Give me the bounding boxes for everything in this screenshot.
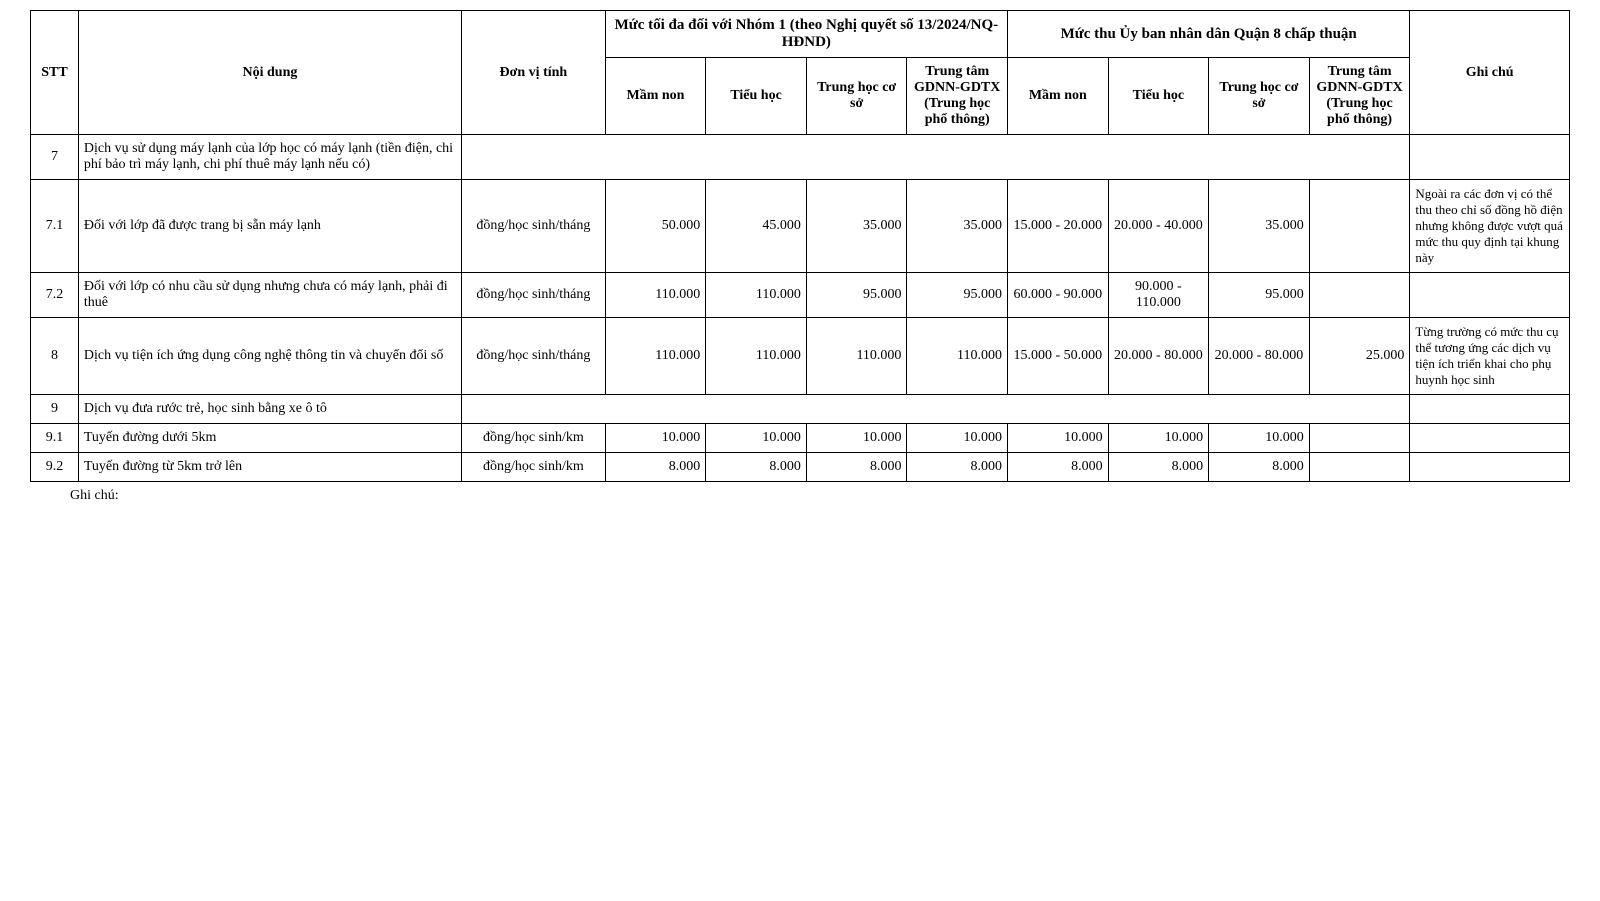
cell-g1_tieuhoc: 8.000	[706, 453, 807, 482]
cell-stt: 7	[31, 135, 79, 180]
cell-ghichu	[1410, 424, 1570, 453]
cell-donvi: đồng/học sinh/tháng	[462, 180, 606, 273]
table-row: 9.2Tuyến đường từ 5km trở lênđồng/học si…	[31, 453, 1570, 482]
table-row: 7.1Đối với lớp đã được trang bị sẵn máy …	[31, 180, 1570, 273]
cell-merged	[462, 395, 1410, 424]
cell-donvi: đồng/học sinh/km	[462, 424, 606, 453]
cell-g2_thcs: 35.000	[1209, 180, 1310, 273]
cell-g1_mamnon: 8.000	[605, 453, 706, 482]
cell-ghichu: Ngoài ra các đơn vị có thể thu theo chỉ …	[1410, 180, 1570, 273]
cell-merged	[462, 135, 1410, 180]
cell-g2_mamnon: 10.000	[1008, 424, 1109, 453]
cell-ghichu	[1410, 135, 1570, 180]
header-noidung: Nội dung	[78, 11, 461, 135]
header-g1-tieuhoc: Tiểu học	[706, 58, 807, 135]
cell-g2_mamnon: 15.000 - 20.000	[1008, 180, 1109, 273]
cell-g2_tieuhoc: 90.000 - 110.000	[1108, 273, 1209, 318]
cell-g2_gdnn	[1309, 273, 1410, 318]
table-row: 9.1Tuyến đường dưới 5kmđồng/học sinh/km1…	[31, 424, 1570, 453]
cell-stt: 9.1	[31, 424, 79, 453]
header-g2-thcs: Trung học cơ sở	[1209, 58, 1310, 135]
cell-g1_gdnn: 110.000	[907, 318, 1008, 395]
cell-g1_mamnon: 10.000	[605, 424, 706, 453]
header-g2-tieuhoc: Tiểu học	[1108, 58, 1209, 135]
cell-g2_mamnon: 60.000 - 90.000	[1008, 273, 1109, 318]
cell-donvi: đồng/học sinh/tháng	[462, 273, 606, 318]
cell-noidung: Tuyến đường dưới 5km	[78, 424, 461, 453]
cell-g1_mamnon: 110.000	[605, 273, 706, 318]
cell-g2_mamnon: 8.000	[1008, 453, 1109, 482]
cell-g1_tieuhoc: 45.000	[706, 180, 807, 273]
cell-g2_thcs: 10.000	[1209, 424, 1310, 453]
cell-g2_tieuhoc: 20.000 - 40.000	[1108, 180, 1209, 273]
cell-g1_thcs: 110.000	[806, 318, 907, 395]
table-row: 7Dịch vụ sử dụng máy lạnh của lớp học có…	[31, 135, 1570, 180]
cell-g1_thcs: 35.000	[806, 180, 907, 273]
header-g2-gdnn: Trung tâm GDNN-GDTX (Trung học phổ thông…	[1309, 58, 1410, 135]
cell-g1_tieuhoc: 110.000	[706, 273, 807, 318]
fee-table: STT Nội dung Đơn vị tính Mức tối đa đối …	[30, 10, 1570, 482]
header-group1: Mức tối đa đối với Nhóm 1 (theo Nghị quy…	[605, 11, 1007, 58]
cell-ghichu	[1410, 453, 1570, 482]
cell-donvi: đồng/học sinh/km	[462, 453, 606, 482]
cell-g2_thcs: 8.000	[1209, 453, 1310, 482]
cell-stt: 7.2	[31, 273, 79, 318]
cell-g1_gdnn: 35.000	[907, 180, 1008, 273]
table-row: 9Dịch vụ đưa rước trẻ, học sinh bằng xe …	[31, 395, 1570, 424]
footnote: Ghi chú:	[30, 488, 1570, 504]
header-ghichu: Ghi chú	[1410, 11, 1570, 135]
cell-g1_mamnon: 110.000	[605, 318, 706, 395]
cell-g1_tieuhoc: 110.000	[706, 318, 807, 395]
cell-g2_thcs: 95.000	[1209, 273, 1310, 318]
header-g1-thcs: Trung học cơ sở	[806, 58, 907, 135]
cell-g1_gdnn: 10.000	[907, 424, 1008, 453]
cell-ghichu: Từng trường có mức thu cụ thể tương ứng …	[1410, 318, 1570, 395]
cell-noidung: Tuyến đường từ 5km trở lên	[78, 453, 461, 482]
cell-noidung: Dịch vụ sử dụng máy lạnh của lớp học có …	[78, 135, 461, 180]
cell-stt: 9.2	[31, 453, 79, 482]
cell-g1_gdnn: 95.000	[907, 273, 1008, 318]
cell-stt: 7.1	[31, 180, 79, 273]
table-body: 7Dịch vụ sử dụng máy lạnh của lớp học có…	[31, 135, 1570, 482]
header-g2-mamnon: Mầm non	[1008, 58, 1109, 135]
cell-g2_gdnn: 25.000	[1309, 318, 1410, 395]
cell-stt: 8	[31, 318, 79, 395]
table-row: 7.2Đối với lớp có nhu cầu sử dụng nhưng …	[31, 273, 1570, 318]
cell-g2_gdnn	[1309, 180, 1410, 273]
cell-noidung: Đối với lớp có nhu cầu sử dụng nhưng chư…	[78, 273, 461, 318]
cell-ghichu	[1410, 273, 1570, 318]
cell-stt: 9	[31, 395, 79, 424]
cell-g1_thcs: 10.000	[806, 424, 907, 453]
header-stt: STT	[31, 11, 79, 135]
header-donvi: Đơn vị tính	[462, 11, 606, 135]
cell-g2_tieuhoc: 8.000	[1108, 453, 1209, 482]
header-g1-gdnn: Trung tâm GDNN-GDTX (Trung học phổ thông…	[907, 58, 1008, 135]
cell-noidung: Dịch vụ đưa rước trẻ, học sinh bằng xe ô…	[78, 395, 461, 424]
cell-g1_thcs: 8.000	[806, 453, 907, 482]
cell-g1_thcs: 95.000	[806, 273, 907, 318]
cell-g2_tieuhoc: 20.000 - 80.000	[1108, 318, 1209, 395]
cell-noidung: Dịch vụ tiện ích ứng dụng công nghệ thôn…	[78, 318, 461, 395]
cell-g2_mamnon: 15.000 - 50.000	[1008, 318, 1109, 395]
header-g1-mamnon: Mầm non	[605, 58, 706, 135]
cell-donvi: đồng/học sinh/tháng	[462, 318, 606, 395]
cell-g1_mamnon: 50.000	[605, 180, 706, 273]
cell-g1_gdnn: 8.000	[907, 453, 1008, 482]
cell-g2_tieuhoc: 10.000	[1108, 424, 1209, 453]
header-group2: Mức thu Ủy ban nhân dân Quận 8 chấp thuậ…	[1008, 11, 1410, 58]
table-header: STT Nội dung Đơn vị tính Mức tối đa đối …	[31, 11, 1570, 135]
cell-g1_tieuhoc: 10.000	[706, 424, 807, 453]
cell-g2_gdnn	[1309, 424, 1410, 453]
cell-g2_gdnn	[1309, 453, 1410, 482]
cell-ghichu	[1410, 395, 1570, 424]
cell-g2_thcs: 20.000 - 80.000	[1209, 318, 1310, 395]
table-row: 8Dịch vụ tiện ích ứng dụng công nghệ thô…	[31, 318, 1570, 395]
cell-noidung: Đối với lớp đã được trang bị sẵn máy lạn…	[78, 180, 461, 273]
